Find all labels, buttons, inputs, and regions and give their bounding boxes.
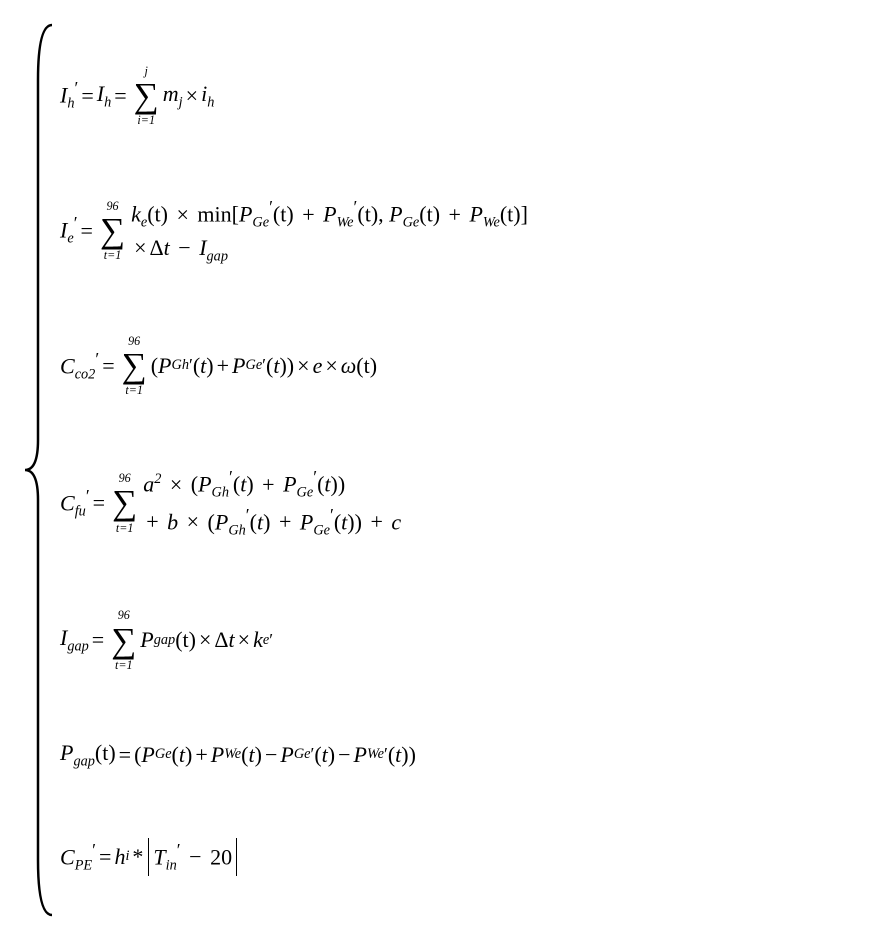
- sum-symbol: 96 ∑ t=1: [112, 471, 137, 535]
- var-ih: ih: [201, 81, 214, 111]
- var-Cfu-prime: Cfu′: [60, 486, 90, 521]
- var-CPE-prime: CPE′: [60, 840, 96, 875]
- equals: =: [93, 490, 105, 516]
- equals: =: [92, 627, 104, 653]
- equals: =: [119, 742, 131, 768]
- sum-symbol: j ∑ i=1: [134, 64, 159, 128]
- var-Ie-prime: Ie′: [60, 213, 78, 248]
- times-op: ×: [186, 83, 198, 109]
- equation-system: Ih′ = Ih = j ∑ i=1 mj × ih Ie′ = 96 ∑ t=…: [20, 20, 858, 920]
- equals: =: [99, 844, 111, 870]
- var-Cco2-prime: Cco2′: [60, 349, 99, 384]
- equations-container: Ih′ = Ih = j ∑ i=1 mj × ih Ie′ = 96 ∑ t=…: [60, 20, 530, 920]
- equation-6: Pgap(t) = (PGe(t) + PWe(t) − PGe′(t) − P…: [60, 740, 530, 770]
- equation-3: Cco2′ = 96 ∑ t=1 (PGh′(t) + PGe′(t)) × e…: [60, 334, 530, 398]
- equals: =: [81, 218, 93, 244]
- equals: =: [114, 83, 126, 109]
- sum-symbol: 96 ∑ t=1: [111, 608, 136, 672]
- var-mj: mj: [163, 81, 183, 111]
- sum-symbol: 96 ∑ t=1: [100, 199, 125, 263]
- equation-5: Igap = 96 ∑ t=1 Pgap(t) × Δt × ke′: [60, 608, 530, 672]
- equation-4: Cfu′ = 96 ∑ t=1 a2 × (PGh′(t) + PGe′(t))…: [60, 465, 530, 540]
- left-brace: [20, 20, 60, 920]
- equation-1: Ih′ = Ih = j ∑ i=1 mj × ih: [60, 64, 530, 128]
- var-Ih-prime: Ih′: [60, 78, 78, 113]
- var-Ih: Ih: [97, 81, 111, 111]
- equation-2: Ie′ = 96 ∑ t=1 ke(t) × min[PGe′(t) + PWe…: [60, 195, 530, 266]
- sum-symbol: 96 ∑ t=1: [122, 334, 147, 398]
- equation-7: CPE′ = hi * Tin′ − 20: [60, 838, 530, 877]
- stacked-terms: a2 × (PGh′(t) + PGe′(t)) + b × (PGh′(t) …: [143, 465, 401, 540]
- var-Pgap: Pgap(t): [60, 740, 116, 770]
- var-Igap: Igap: [60, 625, 89, 655]
- equals: =: [81, 83, 93, 109]
- stacked-terms: ke(t) × min[PGe′(t) + PWe′(t), PGe(t) + …: [131, 195, 528, 266]
- equals: =: [102, 353, 114, 379]
- absolute-value: Tin′ − 20: [148, 838, 237, 877]
